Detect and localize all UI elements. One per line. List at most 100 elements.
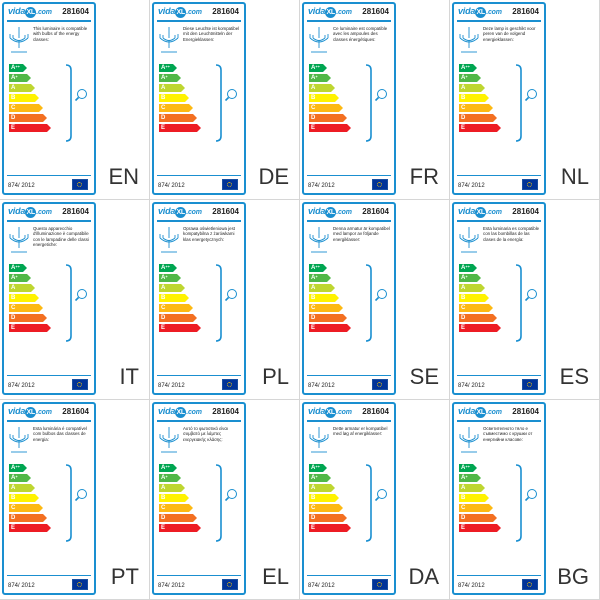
- bulb-icon: [224, 488, 238, 502]
- energy-class-bar: A+: [459, 474, 481, 482]
- energy-class-bar: B: [309, 94, 339, 102]
- class-range-bracket: [214, 264, 224, 342]
- energy-class-letter: A: [311, 475, 316, 481]
- regulation-number: 874/ 2012: [308, 383, 335, 389]
- energy-class-bar: A: [159, 84, 185, 92]
- chandelier-icon: [8, 226, 30, 254]
- energy-class-letter: A: [311, 465, 316, 471]
- energy-class-bar: D: [9, 114, 47, 122]
- energy-class-bar: D: [309, 514, 347, 522]
- language-code: PT: [110, 564, 139, 589]
- chandelier-icon: [308, 226, 330, 254]
- regulation-number: 874/ 2012: [158, 583, 185, 589]
- energy-class-bar: D: [459, 514, 497, 522]
- energy-class-bars: A++ A+ A B C D E: [309, 464, 351, 534]
- product-code: 281604: [62, 7, 89, 16]
- eu-flag-icon: [522, 579, 538, 590]
- energy-class-letter: A: [311, 275, 316, 281]
- chandelier-icon-graphic: [159, 27, 179, 53]
- energy-class-plus: +: [15, 74, 18, 79]
- vidaxl-logo: vidaXL.com: [308, 206, 352, 218]
- eu-flag-icon: [372, 179, 388, 190]
- energy-class-bars: A++ A+ A B C D E: [9, 464, 51, 534]
- energy-class-bar: E: [459, 124, 501, 132]
- bulb-icon: [224, 288, 238, 302]
- regulation-number: 874/ 2012: [8, 583, 35, 589]
- energy-class-bar: E: [309, 324, 351, 332]
- bulb-icon-graphic: [224, 289, 237, 302]
- product-code: 281604: [212, 7, 239, 16]
- energy-class-letter: A: [461, 275, 466, 281]
- logo-domain: .com: [186, 209, 202, 216]
- energy-class-bar: E: [459, 324, 501, 332]
- compatibility-text: Oprawa oświetleniowa jest kompatybilna z…: [183, 226, 235, 242]
- bottom-divider: [307, 375, 391, 376]
- chandelier-icon-graphic: [159, 227, 179, 253]
- bracket-graphic: [515, 264, 522, 342]
- bulb-icon: [74, 288, 88, 302]
- logo-mark: XL: [175, 7, 187, 18]
- energy-class-bar: A++: [159, 464, 177, 472]
- energy-class-bar: C: [159, 304, 193, 312]
- logo-domain: .com: [186, 9, 202, 16]
- compatibility-text: Ce luminaire est compatible avec les amp…: [333, 26, 388, 42]
- bracket-graphic: [365, 464, 372, 542]
- chandelier-icon: [158, 426, 180, 454]
- compatibility-text: Questo apparecchio d'illuminazione è com…: [33, 226, 89, 247]
- logo-text: vida: [8, 206, 26, 216]
- energy-class-bar: A: [459, 284, 485, 292]
- bulb-icon-graphic: [74, 89, 87, 102]
- bulb-icon: [374, 288, 388, 302]
- logo-mark: XL: [25, 207, 37, 218]
- logo-mark: XL: [175, 207, 187, 218]
- energy-class-bar: A+: [159, 74, 181, 82]
- energy-class-letter: B: [11, 95, 16, 101]
- compatibility-text: Осветителното тяло е съвместимо с крушки…: [483, 426, 533, 442]
- energy-class-letter: E: [311, 525, 316, 531]
- eu-flag-icon: [522, 379, 538, 390]
- chandelier-icon-graphic: [309, 27, 329, 53]
- energy-class-letter: B: [461, 495, 466, 501]
- chandelier-icon: [308, 26, 330, 54]
- energy-class-letter: A: [161, 85, 166, 91]
- bulb-icon: [524, 288, 538, 302]
- energy-class-bar: A++: [459, 64, 477, 72]
- energy-class-bars: A++ A+ A B C D E: [309, 64, 351, 134]
- label-cell: vidaXL.com 281604 Questo apparecchio d'ill…: [0, 200, 150, 400]
- product-code: 281604: [62, 207, 89, 216]
- logo-domain: .com: [36, 209, 52, 216]
- energy-class-letter: C: [11, 305, 16, 311]
- energy-class-letter: C: [311, 505, 316, 511]
- compatibility-text: Esta luminaria es compatible con las bom…: [483, 226, 540, 242]
- energy-class-letter: A: [11, 465, 16, 471]
- energy-class-bar: A: [159, 284, 185, 292]
- eu-flag-icon: [72, 379, 88, 390]
- energy-label-card: vidaXL.com 281604 This luminaire is compat…: [2, 2, 96, 195]
- energy-class-letter: A: [311, 265, 316, 271]
- product-code: 281604: [512, 207, 539, 216]
- logo-text: vida: [308, 6, 326, 16]
- energy-class-plus: +: [165, 274, 168, 279]
- eu-flag-icon: [222, 179, 238, 190]
- energy-class-letter: A: [461, 65, 466, 71]
- product-code: 281604: [212, 207, 239, 216]
- chandelier-icon-graphic: [309, 427, 329, 453]
- energy-class-bar: C: [9, 504, 43, 512]
- bulb-icon-graphic: [374, 289, 387, 302]
- language-code: IT: [119, 364, 139, 389]
- eu-flag-icon: [72, 179, 88, 190]
- top-divider: [307, 220, 391, 222]
- energy-class-bar: D: [309, 314, 347, 322]
- class-range-bracket: [64, 464, 74, 542]
- energy-class-bar: A+: [9, 74, 31, 82]
- logo-domain: .com: [36, 409, 52, 416]
- energy-class-letter: E: [11, 525, 16, 531]
- energy-class-bar: A: [309, 484, 335, 492]
- regulation-number: 874/ 2012: [158, 183, 185, 189]
- chandelier-icon: [8, 26, 30, 54]
- top-divider: [157, 20, 241, 22]
- energy-class-letter: D: [11, 115, 16, 121]
- eu-flag-icon: [222, 579, 238, 590]
- energy-class-plus: ++: [315, 464, 321, 469]
- energy-class-letter: A: [461, 265, 466, 271]
